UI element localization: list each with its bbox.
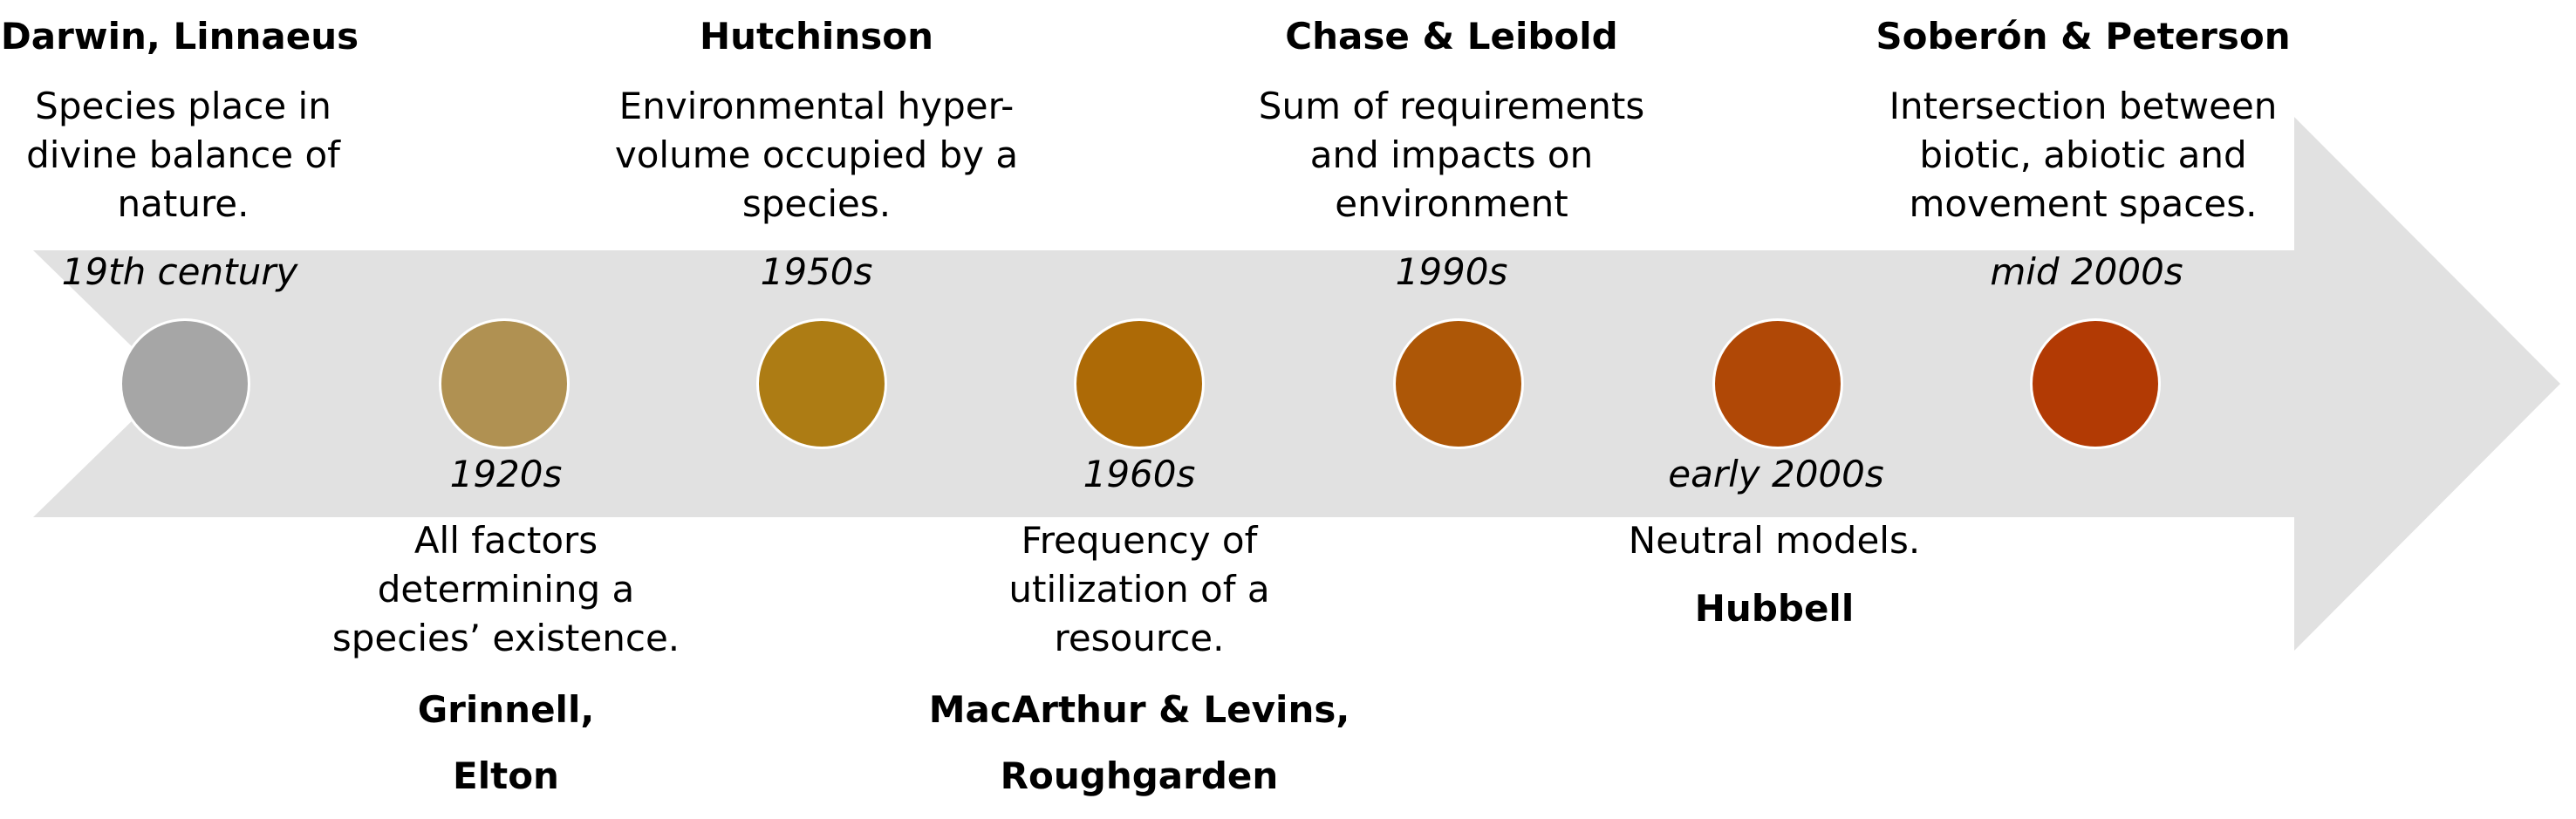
event-date: 1990s <box>1395 250 1508 293</box>
event-description: Sum of requirements and impacts on envir… <box>1258 85 1645 225</box>
event-date: mid 2000s <box>1990 250 2183 293</box>
event-description: All factors determining a species’ exist… <box>331 519 680 659</box>
event-marker <box>120 318 250 449</box>
event-description: Intersection between biotic, abiotic and… <box>1889 85 2278 225</box>
timeline-arrow-shape <box>33 117 2560 651</box>
event-date: 1950s <box>760 250 873 293</box>
event-marker <box>756 318 887 449</box>
event-author: MacArthur & Levins, <box>928 688 1350 731</box>
event-marker <box>439 318 570 449</box>
event-author: Hutchinson <box>700 15 933 58</box>
event-date: 1920s <box>449 453 563 495</box>
event-author: Grinnell, <box>417 688 595 731</box>
event-description: Species place in divine balance of natur… <box>26 85 340 225</box>
event-author: Chase & Leibold <box>1285 15 1618 58</box>
event-marker <box>1393 318 1524 449</box>
event-author: Elton <box>453 754 559 797</box>
event-author: Hubbell <box>1694 587 1855 630</box>
event-date: early 2000s <box>1668 453 1884 495</box>
event-marker <box>1712 318 1843 449</box>
event-description: Neutral models. <box>1628 519 1921 562</box>
event-author: Roughgarden <box>1000 754 1279 797</box>
event-description: Environmental hyper- volume occupied by … <box>614 85 1019 225</box>
event-author: Soberón & Peterson <box>1876 15 2291 58</box>
event-author: Darwin, Linnaeus <box>0 15 359 58</box>
event-date: 19th century <box>61 250 298 293</box>
event-marker <box>1074 318 1205 449</box>
event-description: Frequency of utilization of a resource. <box>1008 519 1270 659</box>
event-date: 1960s <box>1083 453 1196 495</box>
event-marker <box>2030 318 2161 449</box>
